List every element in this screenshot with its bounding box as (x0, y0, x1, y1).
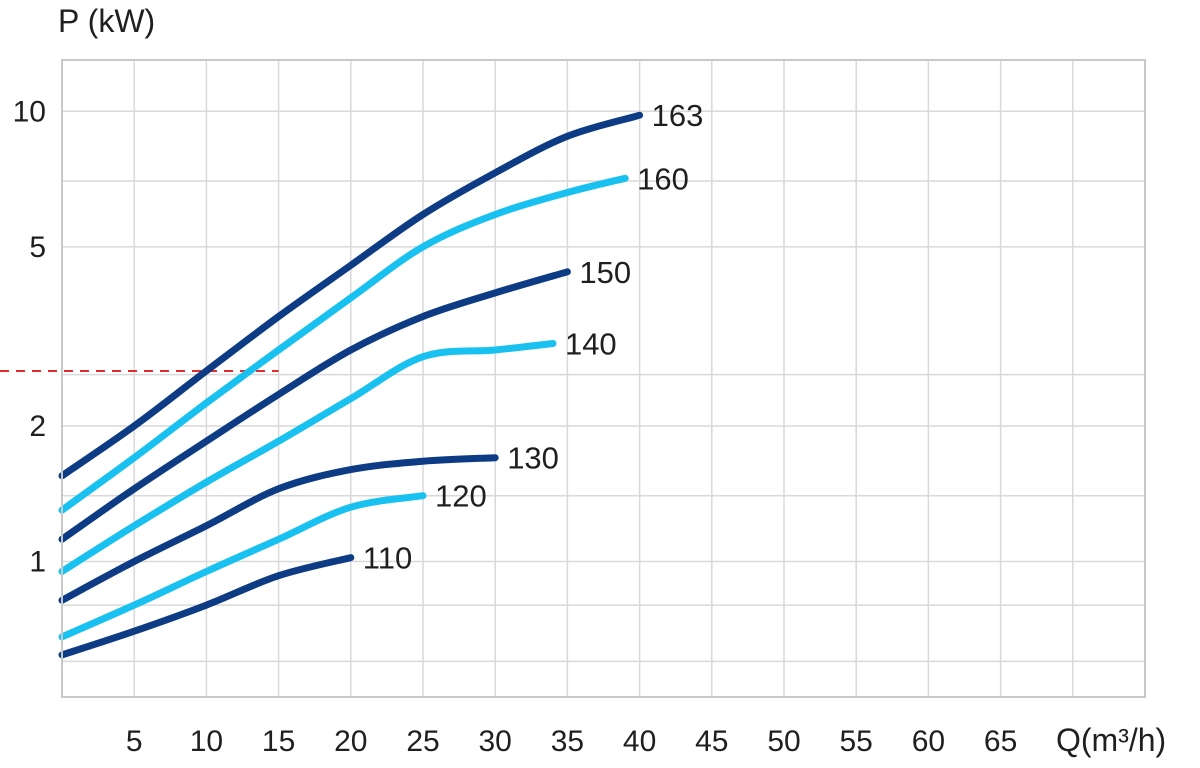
series-layer (0, 111, 644, 659)
series-line-110 (58, 554, 355, 659)
grid (62, 60, 1145, 697)
x-tick-label: 20 (334, 725, 367, 758)
x-tick-label: 55 (840, 725, 873, 758)
series-line-160 (58, 174, 629, 514)
x-tick-label: 25 (406, 725, 439, 758)
x-tick-label: 50 (767, 725, 800, 758)
x-tick-label: 30 (479, 725, 512, 758)
series-label-160: 160 (637, 161, 689, 196)
y-tick-label: 5 (29, 231, 46, 264)
x-tick-label: 5 (126, 725, 143, 758)
series-label-130: 130 (507, 441, 559, 476)
x-tick-label: 60 (912, 725, 945, 758)
series-label-110: 110 (363, 541, 412, 576)
series-line-130 (58, 454, 499, 604)
series-label-140: 140 (565, 326, 617, 361)
y-tick-label: 10 (13, 95, 46, 128)
x-tick-label: 65 (984, 725, 1017, 758)
x-tick-label: 35 (551, 725, 584, 758)
x-axis-title: Q(m³/h) (1056, 722, 1166, 758)
y-tick-label: 2 (29, 410, 46, 443)
y-tick-label: 1 (29, 545, 46, 578)
series-line-163 (58, 111, 644, 480)
series-line-150 (58, 268, 571, 543)
series-line-120 (58, 492, 427, 641)
series-label-120: 120 (435, 479, 487, 514)
series-line-140 (58, 340, 557, 575)
y-axis-title: P (kW) (58, 3, 155, 39)
series-label-163: 163 (652, 98, 704, 133)
x-tick-label: 15 (262, 725, 295, 758)
series-label-150: 150 (579, 255, 631, 290)
plot-frame (61, 59, 1146, 698)
x-tick-label: 40 (623, 725, 656, 758)
x-tick-label: 10 (190, 725, 223, 758)
x-tick-label: 45 (695, 725, 728, 758)
